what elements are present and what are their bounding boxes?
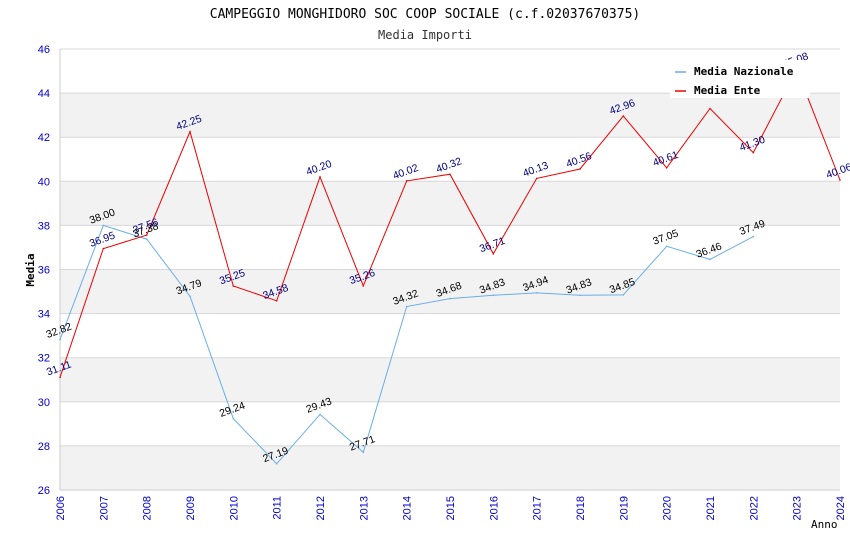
y-tick-label: 28 bbox=[38, 441, 50, 453]
data-point-media-ente bbox=[709, 107, 711, 110]
plot-band bbox=[60, 269, 840, 314]
data-point-media-nazionale bbox=[189, 295, 191, 297]
gridlines bbox=[59, 48, 840, 491]
legend-label-media-ente: Media Ente bbox=[694, 84, 761, 97]
y-tick-label: 34 bbox=[38, 309, 50, 321]
plot-band bbox=[60, 181, 840, 226]
data-point-media-ente bbox=[189, 130, 191, 133]
x-tick-label: 2023 bbox=[792, 496, 804, 520]
legend: Media Nazionale Media Ente bbox=[670, 60, 810, 98]
y-tick-label: 40 bbox=[38, 176, 50, 188]
y-tick-label: 46 bbox=[38, 44, 50, 56]
x-tick-label: 2014 bbox=[402, 496, 414, 520]
y-tick-label: 38 bbox=[38, 220, 50, 232]
chart-title: CAMPEGGIO MONGHIDORO SOC COOP SOCIALE (c… bbox=[210, 7, 640, 22]
x-tick-label: 2006 bbox=[55, 496, 67, 520]
x-tick-label: 2019 bbox=[618, 496, 630, 520]
x-axis-ticks: 2006 2007 2008 2009 2010 2011 2012 2013 2014 2015… bbox=[55, 496, 847, 520]
y-tick-label: 30 bbox=[38, 397, 50, 409]
data-point-media-ente bbox=[232, 285, 235, 287]
y-tick-label: 42 bbox=[38, 132, 50, 144]
plot-band bbox=[60, 93, 840, 138]
x-tick-label: 2018 bbox=[575, 496, 587, 520]
data-point-media-ente bbox=[145, 234, 148, 236]
plot-band bbox=[60, 225, 840, 270]
legend-box bbox=[670, 60, 810, 98]
y-axis-ticks: 26 28 30 32 34 36 38 40 42 44 46 bbox=[38, 44, 50, 497]
x-tick-label: 2022 bbox=[748, 496, 760, 520]
data-point-media-ente bbox=[579, 168, 581, 170]
x-tick-label: 2012 bbox=[315, 496, 327, 520]
plot-band bbox=[60, 445, 840, 490]
plot-band bbox=[60, 401, 840, 446]
data-point-media-ente bbox=[319, 176, 321, 178]
data-point-media-ente bbox=[665, 167, 668, 169]
data-point-media-ente bbox=[752, 151, 755, 154]
data-point-media-nazionale bbox=[145, 238, 148, 240]
chart-subtitle: Media Importi bbox=[378, 28, 472, 42]
data-point-media-nazionale bbox=[59, 338, 61, 341]
x-axis-label: Anno bbox=[811, 518, 838, 531]
data-point-media-nazionale bbox=[622, 294, 625, 296]
plot-band bbox=[60, 357, 840, 402]
data-point-media-nazionale bbox=[405, 305, 408, 308]
data-point-media-ente bbox=[275, 300, 278, 302]
x-tick-label: 2020 bbox=[662, 496, 674, 520]
data-point-media-ente bbox=[59, 376, 61, 379]
data-point-media-nazionale bbox=[579, 294, 581, 297]
legend-label-media-nazionale: Media Nazionale bbox=[694, 65, 794, 78]
data-point-media-nazionale bbox=[709, 258, 711, 261]
data-point-media-nazionale bbox=[752, 235, 755, 238]
x-tick-label: 2021 bbox=[705, 496, 717, 520]
data-point-media-nazionale bbox=[449, 297, 451, 300]
data-point-media-nazionale bbox=[275, 462, 278, 465]
x-tick-label: 2009 bbox=[185, 496, 197, 520]
x-tick-label: 2011 bbox=[272, 496, 284, 520]
data-point-media-ente bbox=[622, 115, 625, 117]
data-point-media-ente bbox=[362, 285, 365, 287]
x-tick-label: 2010 bbox=[228, 496, 240, 520]
y-tick-label: 26 bbox=[38, 485, 50, 497]
plot-band bbox=[60, 313, 840, 358]
data-point-media-ente bbox=[449, 173, 451, 176]
data-point-media-nazionale bbox=[232, 417, 235, 420]
data-point-media-ente bbox=[405, 180, 408, 182]
data-point-media-nazionale bbox=[102, 224, 105, 227]
data-point-media-ente bbox=[535, 177, 538, 180]
x-tick-label: 2024 bbox=[835, 496, 847, 520]
x-tick-label: 2016 bbox=[488, 496, 500, 520]
y-axis-label: Media bbox=[24, 253, 37, 286]
x-tick-label: 2013 bbox=[358, 496, 370, 520]
data-point-media-ente bbox=[839, 179, 841, 181]
data-point-media-nazionale bbox=[535, 292, 538, 294]
data-point-media-ente bbox=[102, 247, 105, 250]
x-tick-label: 2007 bbox=[98, 496, 110, 520]
x-tick-label: 2008 bbox=[142, 496, 154, 520]
x-tick-label: 2015 bbox=[445, 496, 457, 520]
y-tick-label: 36 bbox=[38, 265, 50, 277]
data-point-media-nazionale bbox=[665, 245, 668, 248]
data-point-media-ente bbox=[492, 253, 495, 255]
y-tick-label: 44 bbox=[38, 88, 50, 100]
data-point-media-nazionale bbox=[319, 413, 321, 416]
y-tick-label: 32 bbox=[38, 353, 50, 365]
data-point-media-nazionale bbox=[492, 294, 495, 297]
data-point-media-nazionale bbox=[362, 451, 365, 454]
x-tick-label: 2017 bbox=[532, 496, 544, 520]
